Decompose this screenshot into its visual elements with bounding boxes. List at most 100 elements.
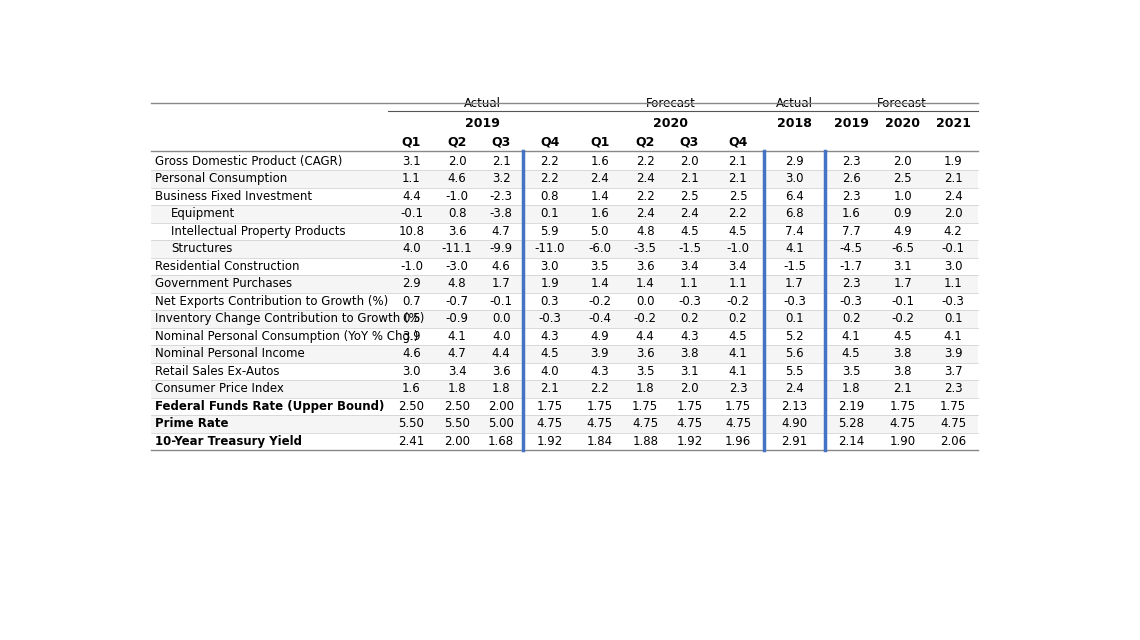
Text: 2.4: 2.4 xyxy=(785,382,804,396)
Text: 0.0: 0.0 xyxy=(492,312,511,325)
Text: 2.4: 2.4 xyxy=(591,172,609,186)
Text: 3.6: 3.6 xyxy=(491,365,511,378)
Text: -3.5: -3.5 xyxy=(634,243,657,255)
Text: 2.3: 2.3 xyxy=(944,382,962,396)
Text: -4.5: -4.5 xyxy=(839,243,863,255)
Text: 2.2: 2.2 xyxy=(636,155,654,168)
Text: 4.1: 4.1 xyxy=(944,330,962,343)
Text: 4.0: 4.0 xyxy=(540,365,559,378)
Text: Q4: Q4 xyxy=(728,136,748,148)
Text: 2.1: 2.1 xyxy=(944,172,962,186)
Text: 2.4: 2.4 xyxy=(681,207,699,220)
Text: 3.0: 3.0 xyxy=(540,260,559,273)
Text: Q4: Q4 xyxy=(540,136,560,148)
Text: 2.6: 2.6 xyxy=(841,172,861,186)
Bar xyxy=(152,397,978,415)
Text: 2.1: 2.1 xyxy=(540,382,559,396)
Text: 2019: 2019 xyxy=(833,117,869,130)
Bar xyxy=(152,310,978,328)
Text: 3.5: 3.5 xyxy=(636,365,654,378)
Text: -9.9: -9.9 xyxy=(490,243,513,255)
Text: 0.2: 0.2 xyxy=(681,312,699,325)
Bar xyxy=(152,415,978,433)
Text: 4.2: 4.2 xyxy=(944,225,962,238)
Text: Federal Funds Rate (Upper Bound): Federal Funds Rate (Upper Bound) xyxy=(155,400,384,413)
Text: 0.8: 0.8 xyxy=(540,190,559,203)
Text: 5.00: 5.00 xyxy=(488,417,514,430)
Text: Q2: Q2 xyxy=(635,136,654,148)
Text: 4.5: 4.5 xyxy=(681,225,699,238)
Text: -3.8: -3.8 xyxy=(490,207,513,220)
Text: 4.0: 4.0 xyxy=(491,330,511,343)
Bar xyxy=(152,170,978,188)
Text: -0.4: -0.4 xyxy=(588,312,611,325)
Text: -0.1: -0.1 xyxy=(400,207,423,220)
Bar xyxy=(152,275,978,292)
Bar xyxy=(152,292,978,310)
Text: 1.1: 1.1 xyxy=(681,277,699,291)
Text: -0.1: -0.1 xyxy=(891,295,914,308)
Text: 2.2: 2.2 xyxy=(540,172,559,186)
Text: 1.6: 1.6 xyxy=(591,155,609,168)
Text: 4.7: 4.7 xyxy=(448,348,466,360)
Text: 6.8: 6.8 xyxy=(785,207,804,220)
Text: 1.4: 1.4 xyxy=(591,277,609,291)
Text: 2.9: 2.9 xyxy=(785,155,804,168)
Bar xyxy=(152,223,978,240)
Text: 2.0: 2.0 xyxy=(448,155,466,168)
Text: 7.7: 7.7 xyxy=(841,225,861,238)
Text: -1.0: -1.0 xyxy=(400,260,423,273)
Text: -11.0: -11.0 xyxy=(535,243,565,255)
Text: 4.75: 4.75 xyxy=(537,417,563,430)
Text: -6.5: -6.5 xyxy=(891,243,914,255)
Text: 2.14: 2.14 xyxy=(838,435,864,448)
Text: 2.1: 2.1 xyxy=(491,155,511,168)
Text: -6.0: -6.0 xyxy=(588,243,611,255)
Text: 5.6: 5.6 xyxy=(785,348,804,360)
Text: 2.5: 2.5 xyxy=(681,190,699,203)
Text: 4.1: 4.1 xyxy=(728,348,748,360)
Text: 2.0: 2.0 xyxy=(681,155,699,168)
Text: 3.6: 3.6 xyxy=(636,260,654,273)
Text: 3.1: 3.1 xyxy=(402,155,421,168)
Text: 1.75: 1.75 xyxy=(537,400,563,413)
Text: 1.7: 1.7 xyxy=(894,277,912,291)
Text: 4.1: 4.1 xyxy=(448,330,466,343)
Text: 5.9: 5.9 xyxy=(540,225,559,238)
Text: Net Exports Contribution to Growth (%): Net Exports Contribution to Growth (%) xyxy=(155,295,388,308)
Text: 4.4: 4.4 xyxy=(636,330,654,343)
Bar xyxy=(152,153,978,170)
Text: 4.75: 4.75 xyxy=(940,417,967,430)
Text: Inventory Change Contribution to Growth (%): Inventory Change Contribution to Growth … xyxy=(155,312,424,325)
Text: 2.50: 2.50 xyxy=(443,400,470,413)
Text: 3.4: 3.4 xyxy=(728,260,748,273)
Bar xyxy=(152,188,978,205)
Text: -0.9: -0.9 xyxy=(446,312,469,325)
Text: 2.00: 2.00 xyxy=(443,435,470,448)
Text: 0.1: 0.1 xyxy=(785,312,804,325)
Text: 3.8: 3.8 xyxy=(894,365,912,378)
Text: 2.9: 2.9 xyxy=(402,277,421,291)
Text: 1.96: 1.96 xyxy=(725,435,751,448)
Text: -3.0: -3.0 xyxy=(446,260,469,273)
Text: Equipment: Equipment xyxy=(171,207,235,220)
Text: 3.8: 3.8 xyxy=(894,348,912,360)
Text: -0.2: -0.2 xyxy=(726,295,749,308)
Bar xyxy=(152,380,978,397)
Text: 1.75: 1.75 xyxy=(940,400,967,413)
Text: 1.8: 1.8 xyxy=(636,382,654,396)
Text: 1.92: 1.92 xyxy=(676,435,702,448)
Text: Gross Domestic Product (CAGR): Gross Domestic Product (CAGR) xyxy=(155,155,342,168)
Text: 2.0: 2.0 xyxy=(681,382,699,396)
Text: 0.0: 0.0 xyxy=(636,295,654,308)
Text: 2.2: 2.2 xyxy=(591,382,609,396)
Text: 2.19: 2.19 xyxy=(838,400,864,413)
Text: Structures: Structures xyxy=(171,243,233,255)
Text: 5.28: 5.28 xyxy=(838,417,864,430)
Text: Q2: Q2 xyxy=(447,136,466,148)
Text: 0.9: 0.9 xyxy=(894,207,912,220)
Text: 3.1: 3.1 xyxy=(894,260,912,273)
Text: 2.4: 2.4 xyxy=(944,190,962,203)
Text: 1.75: 1.75 xyxy=(633,400,658,413)
Text: -1.0: -1.0 xyxy=(726,243,749,255)
